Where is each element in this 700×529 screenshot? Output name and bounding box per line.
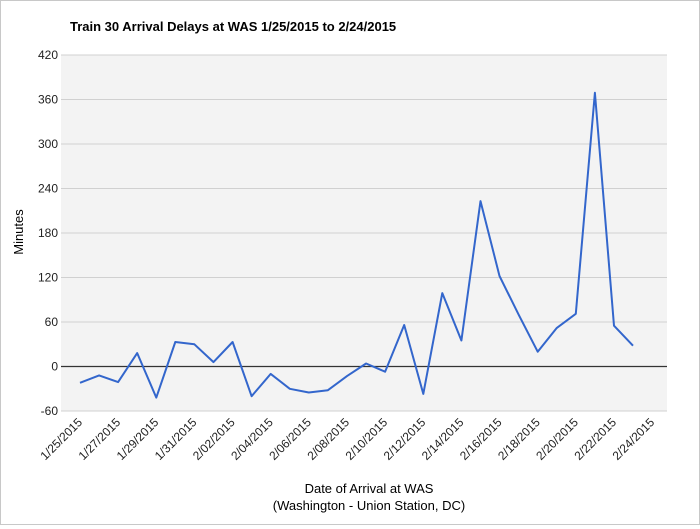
y-tick-label: 300 (38, 137, 58, 151)
gridlines (61, 54, 667, 412)
data-point[interactable] (362, 360, 370, 368)
series-group (76, 89, 637, 402)
x-tick-labels: 1/25/20151/27/20151/29/20151/31/20152/02… (37, 415, 657, 463)
data-point[interactable] (324, 386, 332, 394)
chart-title: Train 30 Arrival Delays at WAS 1/25/2015… (70, 19, 396, 34)
x-axis-label: Date of Arrival at WAS (305, 481, 434, 496)
x-axis-sublabel: (Washington - Union Station, DC) (273, 498, 465, 513)
y-tick-label: -60 (41, 404, 59, 418)
y-tick-label: 180 (38, 226, 58, 240)
data-point[interactable] (496, 272, 504, 280)
data-point[interactable] (476, 197, 484, 205)
data-point[interactable] (515, 311, 523, 319)
data-point[interactable] (305, 388, 313, 396)
y-tick-label: 60 (45, 315, 59, 329)
data-point[interactable] (610, 322, 618, 330)
data-point[interactable] (267, 370, 275, 378)
y-axis-label: Minutes (11, 209, 26, 255)
y-tick-label: 240 (38, 182, 58, 196)
data-point[interactable] (553, 324, 561, 332)
data-point[interactable] (114, 378, 122, 386)
data-point[interactable] (286, 385, 294, 393)
y-tick-label: 120 (38, 271, 58, 285)
data-point[interactable] (457, 337, 465, 345)
data-point[interactable] (591, 89, 599, 97)
data-point[interactable] (76, 379, 84, 387)
data-point[interactable] (400, 321, 408, 329)
y-tick-label: 0 (51, 360, 58, 374)
data-point[interactable] (190, 340, 198, 348)
x-tick-label: 2/24/2015 (610, 415, 658, 463)
data-point[interactable] (629, 342, 637, 350)
data-point[interactable] (152, 394, 160, 402)
data-point[interactable] (343, 372, 351, 380)
y-tick-label: 420 (38, 48, 58, 62)
y-tick-label: 360 (38, 93, 58, 107)
series-line (79, 91, 634, 399)
data-point[interactable] (248, 392, 256, 400)
data-point[interactable] (572, 310, 580, 318)
data-point[interactable] (95, 371, 103, 379)
data-point[interactable] (229, 338, 237, 346)
data-point[interactable] (534, 348, 542, 356)
data-point[interactable] (438, 289, 446, 297)
data-point[interactable] (133, 349, 141, 357)
y-tick-labels: -60 0 60 120 180 240 300 360 420 (38, 48, 58, 418)
data-point[interactable] (171, 338, 179, 346)
data-point[interactable] (381, 368, 389, 376)
data-point[interactable] (209, 358, 217, 366)
data-point[interactable] (419, 390, 427, 398)
